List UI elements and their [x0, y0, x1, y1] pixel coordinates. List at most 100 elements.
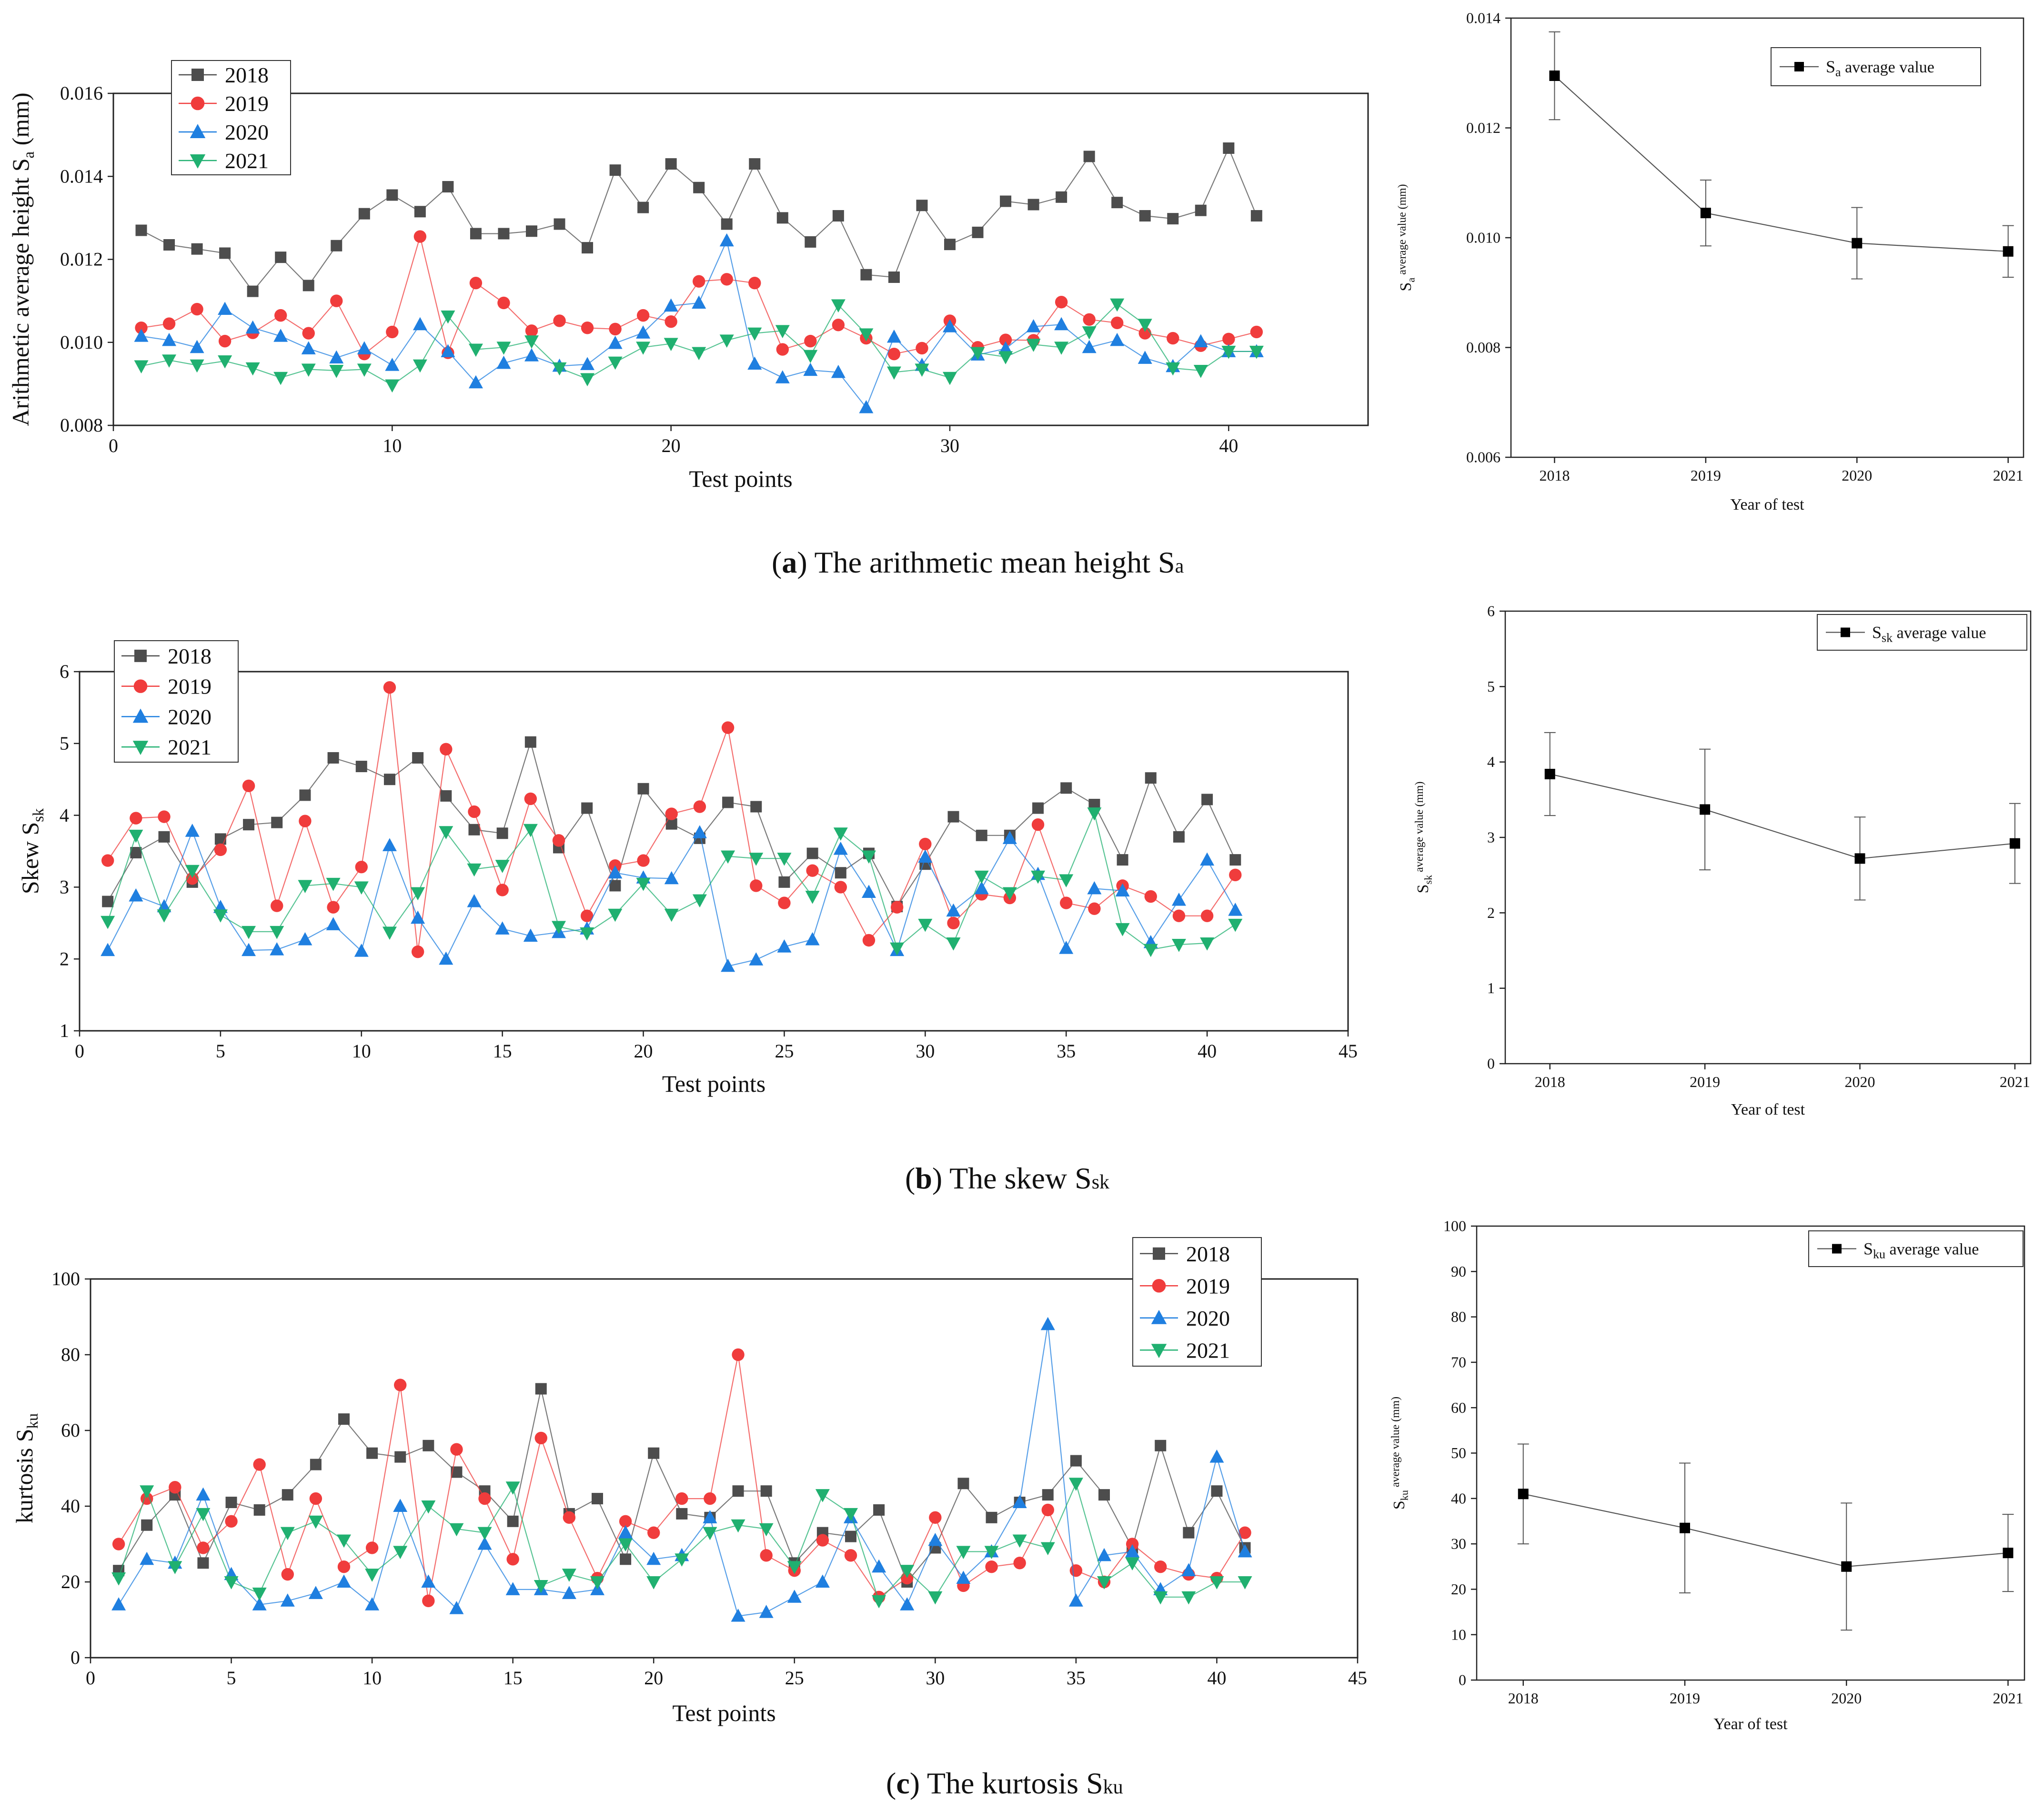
point-2020 — [439, 951, 453, 965]
point-2020 — [1138, 351, 1152, 364]
point-2019 — [450, 1443, 463, 1456]
legend-marker-2018 — [134, 649, 147, 662]
point-2021 — [946, 937, 961, 951]
point-2019 — [386, 325, 399, 339]
point-2018 — [1083, 151, 1095, 162]
point-2020 — [1238, 1544, 1252, 1558]
point-2019 — [1111, 316, 1124, 330]
point-2019 — [1154, 1560, 1167, 1573]
point-2018 — [1098, 1489, 1110, 1501]
caption-c: (c) The kurtosis Sku — [886, 1766, 1123, 1800]
point-2019 — [637, 854, 650, 867]
legend: 2018 2019 2020 2021 — [1132, 1237, 1262, 1367]
point-2019 — [309, 1492, 322, 1505]
point-2021 — [721, 850, 735, 864]
point-2020 — [721, 958, 735, 972]
x-tick-label: 20 — [644, 1667, 663, 1689]
legend-label-2019: 2019 — [225, 91, 269, 116]
point-2020 — [385, 358, 400, 371]
point-2019 — [281, 1568, 294, 1581]
x-tick-label: 0 — [86, 1667, 95, 1689]
y-tick-label: 10 — [1451, 1626, 1466, 1643]
point-2020 — [787, 1590, 802, 1603]
point-2019 — [214, 843, 227, 856]
point-2019 — [919, 837, 932, 851]
x-tick-label: 2019 — [1691, 467, 1721, 484]
legend-marker-2021 — [190, 154, 206, 169]
point-2021 — [970, 347, 985, 361]
average-point — [1841, 1561, 1852, 1572]
point-2021 — [468, 343, 483, 357]
point-2018 — [732, 1485, 744, 1497]
x-tick-label: 30 — [916, 1040, 935, 1062]
point-2018 — [197, 1557, 209, 1569]
point-2021 — [449, 1523, 464, 1537]
point-2018 — [394, 1451, 406, 1463]
point-2021 — [101, 916, 115, 929]
x-tick-label: 10 — [383, 435, 402, 456]
series-average — [1544, 732, 2021, 901]
point-2021 — [646, 1576, 661, 1590]
point-2020 — [1115, 883, 1130, 896]
point-2021 — [477, 1527, 492, 1540]
point-2020 — [185, 824, 200, 837]
point-2021 — [196, 1508, 211, 1521]
point-2019 — [1144, 890, 1157, 903]
point-2018 — [225, 1497, 237, 1509]
point-2018 — [299, 789, 311, 801]
x-tick-label: 2020 — [1831, 1690, 1862, 1707]
legend-label-2019: 2019 — [168, 674, 211, 699]
point-2018 — [581, 802, 593, 814]
point-2021 — [326, 877, 341, 891]
point-2018 — [637, 783, 649, 795]
chart-ssk-average: 0 1 2 3 4 5 6 2018 2019 2020 2021 Year of test Ssk a… — [1413, 603, 2032, 1118]
point-2019 — [383, 681, 396, 694]
point-2021 — [1153, 1591, 1168, 1605]
point-2018 — [386, 189, 398, 201]
point-2020 — [886, 329, 901, 343]
point-2018 — [1032, 802, 1044, 814]
point-2018 — [693, 181, 705, 193]
point-2018 — [130, 847, 142, 859]
point-2021 — [185, 865, 200, 878]
point-2019 — [534, 1431, 547, 1445]
average-point — [1852, 238, 1863, 249]
y-tick-label: 2 — [60, 948, 69, 969]
average-point — [1544, 769, 1555, 779]
point-2019 — [732, 1348, 745, 1361]
y-tick-label: 100 — [51, 1268, 80, 1289]
y-tick-label: 40 — [61, 1495, 80, 1517]
point-2018 — [721, 218, 733, 230]
point-2021 — [252, 1587, 267, 1601]
point-2021 — [524, 335, 539, 349]
point-2021 — [496, 342, 511, 355]
average-point — [2003, 246, 2014, 257]
plot-frame — [1504, 610, 2032, 1065]
x-tick-label: 40 — [1219, 435, 1238, 456]
average-point — [2009, 838, 2020, 849]
y-axis-label: Arithmetic average height Sa (mm) — [7, 92, 38, 426]
point-2020 — [974, 881, 989, 895]
point-2021 — [777, 853, 792, 866]
point-2018 — [243, 819, 255, 831]
point-2021 — [915, 363, 929, 377]
y-axis-label: Sa average value (mm) — [1396, 184, 1417, 292]
point-2018 — [1070, 1455, 1082, 1467]
point-2021 — [534, 1580, 548, 1593]
y-tick-label: 0.010 — [60, 332, 103, 353]
point-2020 — [1068, 1593, 1083, 1607]
legend-label-2019: 2019 — [1186, 1274, 1230, 1298]
point-2020 — [861, 885, 876, 898]
point-2019 — [665, 807, 678, 820]
x-tick-label: 2021 — [2000, 1073, 2030, 1090]
point-2021 — [411, 887, 425, 901]
point-2018 — [253, 1504, 265, 1516]
average-point — [1518, 1489, 1529, 1500]
point-2021 — [354, 881, 369, 895]
point-2019 — [748, 276, 761, 290]
y-tick-label: 6 — [1487, 603, 1495, 620]
point-2018 — [219, 247, 231, 259]
point-2018 — [423, 1440, 434, 1451]
point-2020 — [1087, 881, 1102, 895]
point-2018 — [832, 210, 844, 222]
